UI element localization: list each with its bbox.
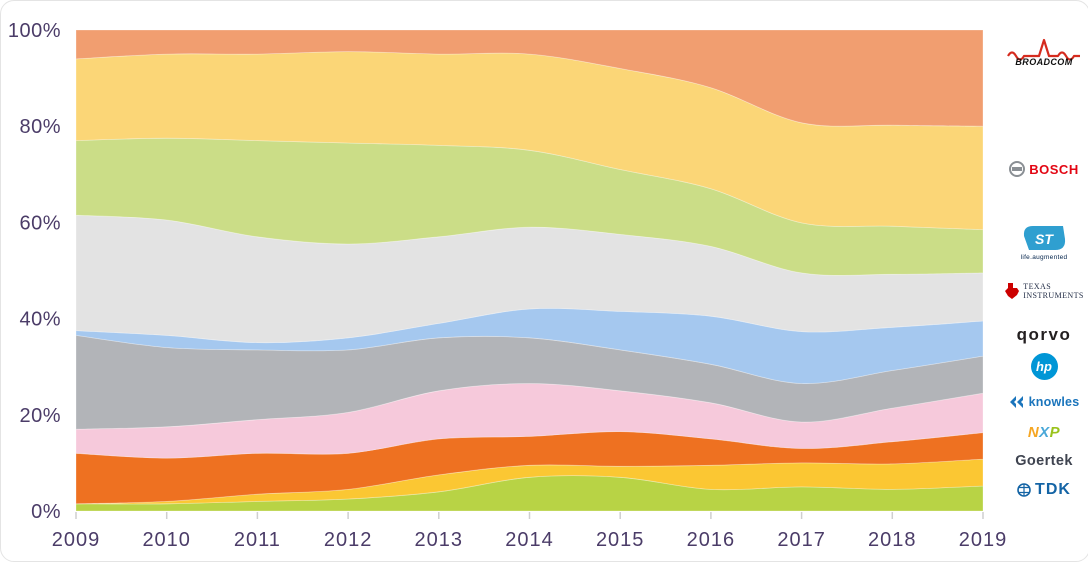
legend-label-tdk: TDK	[1035, 481, 1071, 498]
tdk-lattice-icon	[1017, 483, 1031, 497]
x-axis-label: 2009	[52, 529, 101, 551]
legend-label-bosch: BOSCH	[1029, 161, 1079, 177]
x-axis-label: 2011	[234, 529, 281, 551]
legend-label-hp: hp	[1036, 359, 1052, 374]
x-axis-label: 2010	[142, 529, 191, 551]
y-axis-label: 40%	[19, 309, 61, 331]
legend-label-ti-line1: TEXAS	[1023, 282, 1052, 291]
y-axis-label: 20%	[19, 405, 61, 427]
legend-label-knowles: knowles	[1028, 395, 1080, 409]
st-tagline: life.augmented	[1020, 254, 1068, 261]
bosch-armature-icon	[1009, 161, 1026, 177]
legend-label-nxp-x: X	[1039, 424, 1050, 441]
legend-item-goertek: Goertek	[999, 453, 1088, 469]
legend-item-tdk: TDK	[999, 481, 1088, 499]
x-axis-label: 2018	[868, 529, 917, 551]
x-axis-label: 2015	[596, 529, 645, 551]
x-axis-label: 2013	[415, 529, 464, 551]
legend-label-qorvo: qorvo	[1016, 325, 1072, 344]
x-axis-label: 2014	[505, 529, 554, 551]
st-logo-icon: ST	[1023, 226, 1066, 250]
legend-item-ti: TEXAS INSTRUMENTS	[999, 282, 1088, 300]
legend-label-broadcom: BROADCOM	[1015, 57, 1073, 67]
legend-item-hp: hp	[999, 353, 1088, 380]
x-axis-label: 2019	[959, 529, 1008, 551]
chart-legend: BROADCOM BOSCH ST life.augmented TEXAS	[999, 1, 1088, 561]
hp-circle-icon: hp	[1030, 353, 1058, 380]
legend-item-nxp: NXP	[999, 424, 1088, 441]
y-axis-label: 0%	[31, 501, 61, 523]
legend-item-qorvo: qorvo	[999, 325, 1088, 345]
area-series-st	[75, 137, 984, 276]
y-axis-label: 100%	[8, 20, 61, 42]
legend-label-goertek: Goertek	[1015, 453, 1073, 469]
legend-item-bosch: BOSCH	[999, 161, 1088, 177]
x-axis-label: 2012	[324, 529, 373, 551]
x-axis-label: 2016	[687, 529, 736, 551]
area-series-bosch	[75, 51, 984, 231]
area-series-broadcom	[75, 29, 984, 127]
legend-item-knowles: knowles	[999, 395, 1088, 409]
knowles-chevrons-icon	[1009, 396, 1023, 408]
x-axis-label: 2017	[777, 529, 826, 551]
legend-label-nxp-p: P	[1049, 424, 1061, 441]
legend-label-nxp-n: N	[1027, 424, 1040, 441]
broadcom-wave-icon	[1007, 38, 1080, 61]
legend-item-st: ST life.augmented	[999, 223, 1088, 261]
legend-label-ti-line2: INSTRUMENTS	[1023, 291, 1084, 301]
y-axis-label: 60%	[19, 212, 61, 234]
legend-item-broadcom: BROADCOM	[999, 37, 1088, 67]
svg-text:ST: ST	[1035, 231, 1054, 247]
y-axis-label: 80%	[19, 116, 61, 138]
ti-texas-icon	[1005, 283, 1020, 300]
